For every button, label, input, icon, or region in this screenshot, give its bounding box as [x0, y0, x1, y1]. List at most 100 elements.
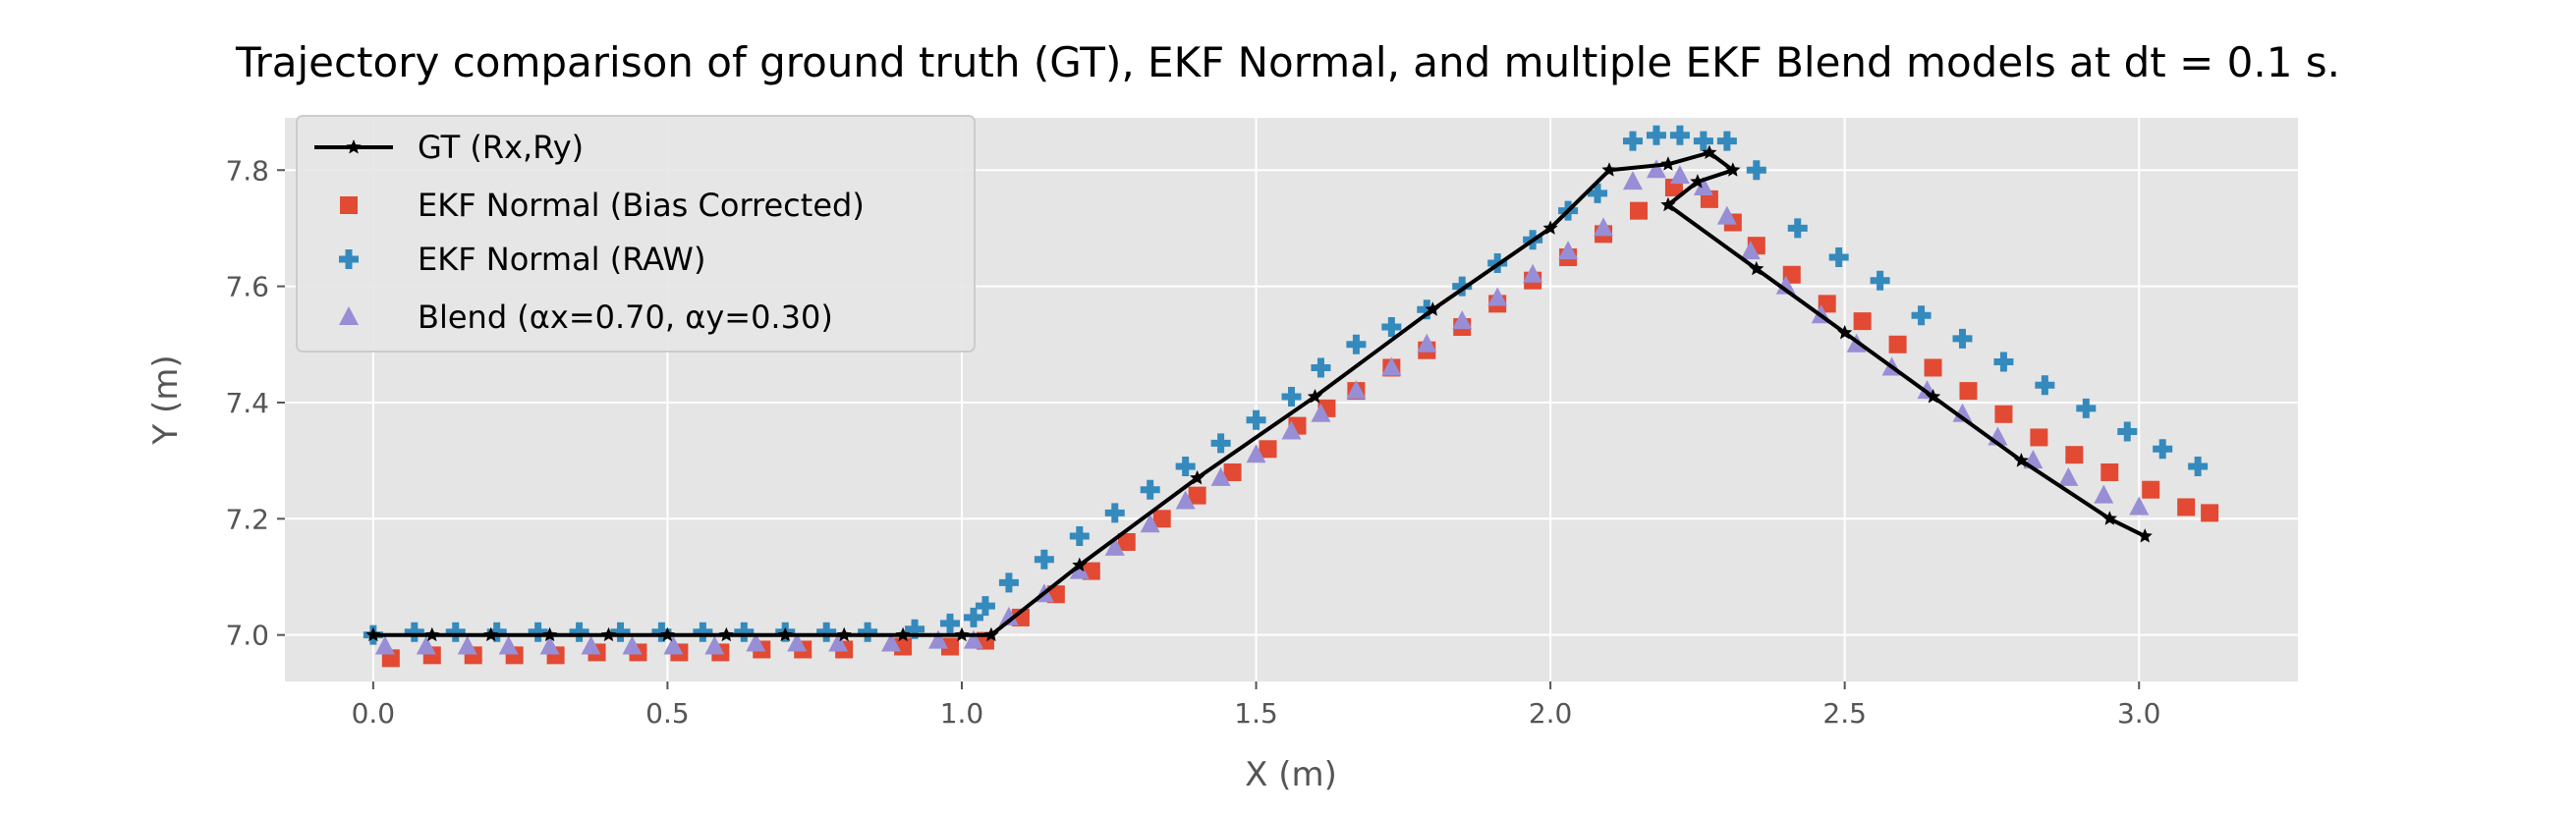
- data-point: [2117, 421, 2138, 442]
- data-point: [1381, 317, 1402, 338]
- data-point: [2101, 511, 2117, 525]
- data-point: [498, 635, 519, 655]
- data-point: [1104, 536, 1125, 556]
- legend: GT (Rx,Ry) EKF Normal (Bias Corrected) EKF…: [296, 115, 976, 353]
- data-point: [1417, 333, 1437, 353]
- data-point: [2129, 496, 2150, 516]
- data-point: [483, 626, 499, 642]
- data-point: [2094, 484, 2114, 504]
- data-point: [1725, 162, 1741, 177]
- data-point: [746, 632, 766, 652]
- data-point: [881, 632, 902, 652]
- data-point: [1487, 287, 1508, 306]
- data-point: [1646, 159, 1666, 179]
- data-point: [2076, 398, 2097, 418]
- data-point: [1837, 324, 1853, 340]
- data-point: [1311, 403, 1331, 422]
- legend-swatch-marker: [339, 249, 359, 269]
- data-point: [651, 622, 672, 642]
- data-point: [1259, 440, 1277, 459]
- data-point: [1381, 356, 1402, 376]
- data-point: [1425, 301, 1440, 316]
- data-point: [734, 622, 755, 642]
- data-point: [2177, 498, 2196, 516]
- y-tick-label: 7.2: [225, 503, 269, 535]
- data-point: [1660, 196, 1676, 212]
- legend-frame: [296, 115, 976, 353]
- data-point: [663, 635, 684, 655]
- data-point: [1175, 490, 1196, 510]
- data-point: [963, 629, 983, 649]
- data-point: [693, 622, 713, 642]
- data-point: [445, 622, 466, 642]
- data-point: [569, 622, 589, 642]
- data-point: [610, 622, 631, 642]
- data-point: [1690, 174, 1706, 189]
- data-point: [1702, 144, 1717, 159]
- data-point: [2065, 446, 2084, 464]
- data-point: [581, 635, 601, 655]
- y-tick-label: 7.4: [225, 387, 269, 419]
- data-point: [704, 635, 725, 655]
- data-point: [1622, 131, 1643, 151]
- data-point: [539, 635, 560, 655]
- series-0: [365, 144, 2153, 642]
- y-tick-label: 7.0: [225, 620, 269, 652]
- data-point: [2188, 457, 2209, 477]
- data-point: [1693, 177, 1713, 196]
- legend-swatch-marker: [340, 196, 358, 214]
- x-tick-label: 2.5: [1822, 697, 1867, 730]
- data-point: [1281, 420, 1302, 440]
- data-point: [940, 613, 961, 633]
- data-point: [2153, 439, 2173, 460]
- data-point: [1417, 299, 1437, 320]
- data-point: [374, 635, 395, 655]
- data-point: [622, 635, 643, 655]
- data-point: [1152, 510, 1171, 528]
- y-axis-label: Y (m): [146, 354, 186, 445]
- data-point: [1594, 217, 1614, 237]
- x-tick-label: 3.0: [2117, 697, 2161, 730]
- data-point: [1828, 247, 1849, 268]
- legend-swatch-marker: [346, 139, 362, 154]
- legend-swatch-marker: [339, 306, 359, 325]
- data-point: [1281, 387, 1302, 408]
- legend-entry-label: EKF Normal (Bias Corrected): [418, 187, 865, 224]
- data-point: [1646, 125, 1666, 145]
- data-point: [2013, 453, 2029, 467]
- chart-title: Trajectory comparison of ground truth (G…: [235, 38, 2340, 86]
- data-point: [1069, 560, 1090, 579]
- data-point: [1140, 514, 1160, 533]
- data-point: [1853, 312, 1872, 331]
- data-point: [1190, 469, 1205, 485]
- data-point: [718, 626, 734, 642]
- data-point: [1210, 433, 1231, 454]
- data-point: [600, 626, 617, 642]
- data-point: [1210, 466, 1231, 486]
- data-point: [1993, 352, 2014, 372]
- data-point: [2142, 480, 2160, 499]
- data-point: [457, 635, 477, 655]
- x-tick-label: 0.0: [352, 697, 396, 730]
- data-point: [905, 619, 925, 639]
- data-point: [2201, 504, 2219, 522]
- data-point: [1140, 479, 1160, 500]
- data-point: [816, 622, 837, 642]
- data-point: [1994, 405, 2013, 423]
- data-point: [1622, 171, 1643, 190]
- series-3: [374, 159, 2150, 655]
- data-point: [659, 626, 675, 642]
- data-point: [1072, 557, 1088, 572]
- legend-entry-label: EKF Normal (RAW): [418, 241, 705, 278]
- data-point: [1925, 389, 1941, 404]
- data-point: [1870, 270, 1890, 291]
- data-point: [975, 596, 995, 617]
- data-point: [1746, 160, 1766, 181]
- y-axis-ticks: 7.0 7.2 7.4 7.6 7.8: [225, 154, 285, 652]
- data-point: [1188, 486, 1206, 505]
- series-layer: [363, 125, 2219, 668]
- data-point: [1246, 409, 1266, 430]
- x-tick-label: 0.5: [645, 697, 690, 730]
- data-point: [1787, 218, 1808, 239]
- data-point: [1740, 241, 1761, 260]
